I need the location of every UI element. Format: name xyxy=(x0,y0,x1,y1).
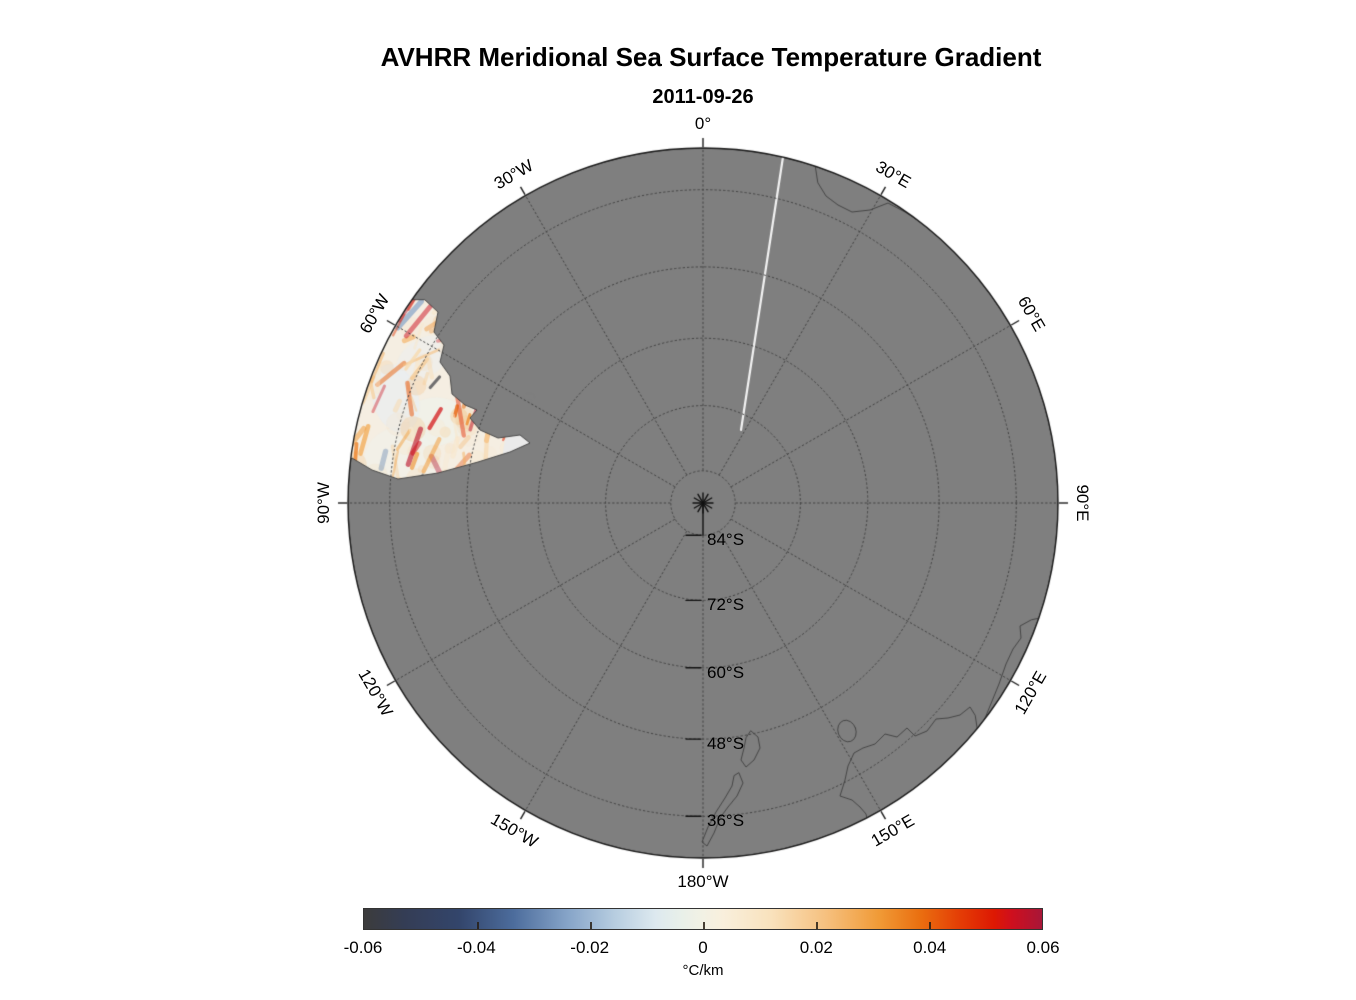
lat-label-4: 36°S xyxy=(707,811,745,831)
colorbar-tick-label-4: 0.02 xyxy=(799,938,833,957)
lon-label-9: 90°W xyxy=(314,482,333,524)
colorbar-tick-mark xyxy=(816,922,818,929)
colorbar-tick-mark xyxy=(929,922,931,929)
lat-label-0: 84°S xyxy=(707,530,745,550)
colorbar-tick-mark xyxy=(703,922,705,929)
colorbar-tick-label-5: 0.04 xyxy=(913,938,947,957)
chart-date-subtitle: 2011-09-26 xyxy=(652,86,754,108)
colorbar-unit-label: °C/km xyxy=(682,962,724,979)
colorbar-tick-label-2: -0.02 xyxy=(570,938,610,957)
lon-label-0: 0° xyxy=(694,114,712,133)
lat-label-1: 72°S xyxy=(707,595,745,615)
lat-label-2: 60°S xyxy=(707,662,745,682)
colorbar-tick-label-6: 0.06 xyxy=(1026,938,1060,957)
colorbar-gradient xyxy=(363,908,1043,930)
colorbar-tick-label-0: -0.06 xyxy=(343,938,383,957)
chart-title: AVHRR Meridional Sea Surface Temperature… xyxy=(380,42,1042,72)
lon-label-3: 90°E xyxy=(1073,484,1092,522)
colorbar-tick-mark xyxy=(590,922,592,929)
lat-label-3: 48°S xyxy=(707,734,745,754)
colorbar-tick-label-3: 0 xyxy=(698,938,708,957)
colorbar-tick-mark xyxy=(477,922,479,929)
colorbar-tick-label-1: -0.04 xyxy=(456,938,496,957)
lon-label-6: 180°W xyxy=(677,872,729,891)
